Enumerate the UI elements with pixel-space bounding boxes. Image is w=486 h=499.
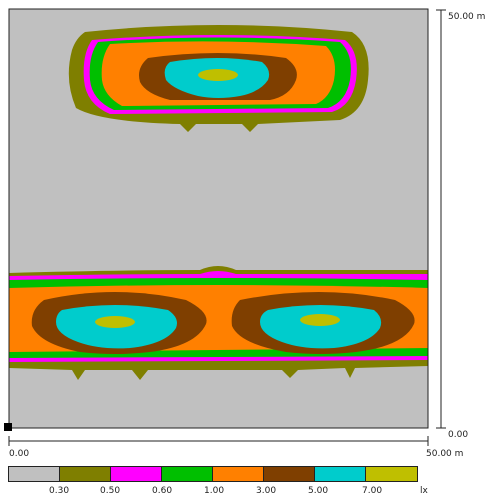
color-legend [8, 466, 418, 482]
bottom-isolux-cluster [9, 266, 428, 380]
legend-swatch-5 [264, 467, 315, 481]
legend-threshold-5: 5.00 [308, 486, 329, 496]
bottom-band-yellow-left [95, 316, 135, 328]
top-band-yellow [198, 69, 238, 81]
legend-swatch-3 [162, 467, 213, 481]
legend-threshold-4: 3.00 [256, 486, 277, 496]
legend-swatch-2 [111, 467, 162, 481]
legend-threshold-2: 0.60 [152, 486, 173, 496]
legend-swatch-0 [9, 467, 60, 481]
scale-right-bottom-label: 0.00 [448, 430, 469, 440]
isolux-plot [4, 8, 446, 446]
bottom-band-cyan-right [260, 305, 382, 349]
horizontal-dimension [8, 436, 429, 446]
scale-top-right-label: 50.00 m [448, 12, 486, 22]
legend-swatch-6 [315, 467, 366, 481]
legend-swatch-1 [60, 467, 111, 481]
scale-bottom-left-label: 0.00 [9, 449, 30, 459]
legend-threshold-0: 0.30 [49, 486, 70, 496]
top-isolux-cluster [68, 25, 369, 132]
field-frame [8, 8, 429, 429]
legend-unit: lx [420, 486, 428, 496]
legend-threshold-1: 0.50 [100, 486, 121, 496]
scale-bottom-right-label: 50.00 m [426, 449, 464, 459]
origin-marker [4, 423, 12, 431]
legend-threshold-6: 7.00 [362, 486, 383, 496]
legend-swatch-7 [366, 467, 417, 481]
bottom-band-yellow-right [300, 314, 340, 326]
legend-threshold-3: 1.00 [204, 486, 225, 496]
legend-swatch-4 [213, 467, 264, 481]
vertical-dimension [436, 9, 446, 429]
